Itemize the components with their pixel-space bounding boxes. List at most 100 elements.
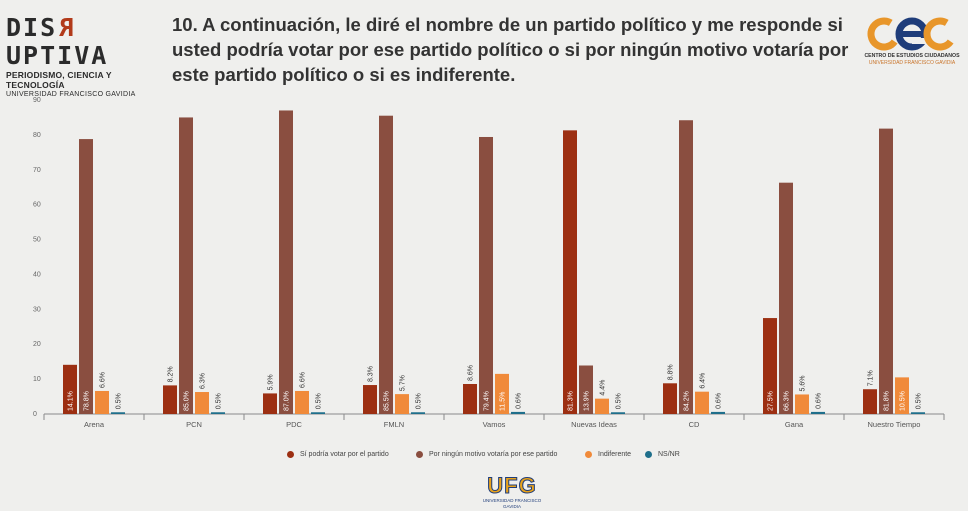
bar	[763, 318, 777, 414]
bar-chart: 0 10 20 30 40 50 60 70 80 90 14.1% 78.8% 6.6% 0.5% Are…	[33, 97, 945, 429]
data-label: 0.5%	[416, 393, 423, 409]
y-tick-label: 0	[33, 411, 37, 418]
x-tick-label: PDC	[286, 420, 302, 429]
bar	[363, 385, 377, 414]
bar	[395, 394, 409, 414]
data-label: 81.3%	[568, 391, 575, 411]
data-label: 14.1%	[68, 391, 75, 411]
data-label: 6.3%	[200, 373, 207, 389]
bar	[479, 136, 493, 414]
bar	[495, 373, 509, 414]
cec-logo-icon	[867, 17, 957, 51]
data-label: 5.9%	[268, 374, 275, 390]
bar	[463, 383, 477, 414]
data-label: 79.4%	[484, 391, 491, 411]
data-label: 0.6%	[516, 393, 523, 409]
x-tick-label: Nuestro Tiempo	[868, 420, 921, 429]
bar	[311, 412, 325, 414]
data-label: 0.5%	[916, 393, 923, 409]
y-tick-label: 80	[33, 132, 41, 139]
data-label: 13.9%	[584, 391, 591, 411]
data-label: 0.6%	[716, 393, 723, 409]
disruptiva-wordmark: DISRUPTIVA	[6, 13, 109, 70]
x-tick-label: Gana	[785, 420, 804, 429]
data-label: 11.5%	[500, 392, 507, 411]
bar	[695, 391, 709, 414]
legend-swatch	[287, 451, 294, 458]
legend-item-si-podria: Sí podría votar por el partido	[287, 451, 389, 458]
x-tick-label: Nuevas Ideas	[571, 420, 617, 429]
data-label: 6.4%	[700, 373, 707, 389]
bar	[95, 390, 109, 414]
data-label: 6.6%	[100, 372, 107, 388]
bar	[211, 412, 225, 414]
data-label: 0.5%	[616, 393, 623, 409]
legend-item-por-ningun-motivo: Por ningún motivo votaría por ese partid…	[416, 451, 557, 458]
bar	[379, 115, 393, 414]
bar	[611, 412, 625, 414]
bar	[579, 365, 593, 414]
legend-item-indiferente: Indiferente	[585, 451, 631, 458]
legend-label: Sí podría votar por el partido	[300, 451, 389, 458]
legend-swatch	[416, 451, 423, 458]
bar	[679, 120, 693, 414]
bar	[179, 117, 193, 414]
cec-name: CENTRO DE ESTUDIOS CIUDADANOS	[864, 53, 960, 59]
cec-logo: CENTRO DE ESTUDIOS CIUDADANOS UNIVERSIDA…	[862, 16, 962, 66]
data-label: 78.8%	[84, 391, 91, 411]
data-label: 10.5%	[900, 391, 907, 411]
cec-university: UNIVERSIDAD FRANCISCO GAVIDIA	[868, 60, 956, 66]
data-label: 0.5%	[316, 393, 323, 409]
ufg-logo: UFG UNIVERSIDAD FRANCISCO GAVIDIA	[474, 473, 550, 510]
legend-swatch	[585, 451, 592, 458]
data-label: 8.2%	[168, 366, 175, 382]
disruptiva-tagline: PERIODISMO, CIENCIA Y TECNOLOGÍA	[6, 70, 112, 90]
x-tick-label: CD	[689, 420, 700, 429]
data-label: 85.0%	[184, 391, 191, 411]
bar	[779, 182, 793, 414]
bar	[811, 411, 825, 414]
data-label: 5.6%	[800, 375, 807, 391]
bar	[711, 411, 725, 414]
data-label: 8.8%	[668, 364, 675, 380]
y-tick-label: 30	[33, 306, 41, 313]
data-label: 4.4%	[600, 380, 607, 396]
y-tick-label: 90	[33, 97, 41, 104]
data-label: 5.7%	[400, 375, 407, 391]
x-tick-label: PCN	[186, 420, 202, 429]
data-label: 0.5%	[116, 393, 123, 409]
bar	[163, 385, 177, 414]
data-label: 81.8%	[884, 391, 891, 411]
x-tick-label: Arena	[84, 420, 105, 429]
data-label: 0.5%	[216, 393, 223, 409]
bar	[411, 412, 425, 414]
data-label: 0.6%	[816, 393, 823, 409]
x-tick-label: FMLN	[384, 420, 404, 429]
bar	[279, 110, 293, 414]
legend-label: Indiferente	[598, 451, 632, 458]
bar	[263, 393, 277, 414]
bar	[795, 394, 809, 414]
y-tick-label: 10	[33, 376, 41, 383]
bar	[563, 130, 577, 414]
legend-label: Por ningún motivo votaría por ese partid…	[429, 451, 558, 458]
bar	[663, 383, 677, 414]
bar	[195, 392, 209, 414]
bar	[863, 389, 877, 414]
bar	[911, 412, 925, 414]
y-tick-label: 20	[33, 341, 41, 348]
y-tick-label: 60	[33, 202, 41, 209]
data-label: 8.6%	[468, 365, 475, 381]
legend-item-nsnr: NS/NR	[645, 451, 680, 458]
bar	[295, 390, 309, 414]
data-label: 84.2%	[684, 391, 691, 411]
data-label: 7.1%	[868, 370, 875, 386]
x-tick-label: Vamos	[483, 420, 506, 429]
bar	[895, 377, 909, 414]
data-label: 87.0%	[284, 391, 291, 411]
y-tick-label: 40	[33, 271, 41, 278]
data-label: 8.3%	[368, 366, 375, 382]
data-label: 66.3%	[784, 391, 791, 411]
bar	[79, 139, 93, 414]
bar	[111, 412, 125, 414]
